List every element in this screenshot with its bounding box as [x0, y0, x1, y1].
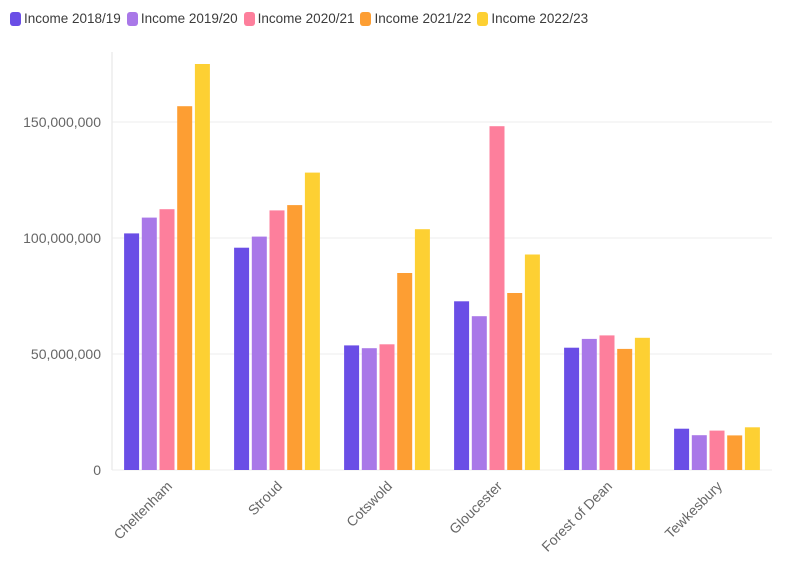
y-axis: 0 50,000,000 100,000,000 150,000,000 [23, 114, 101, 478]
bar-gloucester-income-2018-19[interactable] [454, 301, 470, 470]
legend-swatch [477, 11, 489, 26]
legend-label: Income 2021/22 [374, 11, 472, 26]
legend-swatch [10, 11, 21, 26]
bar-cheltenham-income-2019-20[interactable] [141, 217, 157, 470]
legend-label: Income 2018/19 [24, 11, 121, 26]
legend-label: Income 2022/23 [491, 11, 589, 26]
bar-forest-of-dean-income-2018-19[interactable] [564, 347, 580, 470]
bar-cotswold-income-2019-20[interactable] [361, 348, 377, 470]
bar-cotswold-income-2018-19[interactable] [344, 345, 360, 470]
bar-stroud-income-2022-23[interactable] [304, 172, 320, 470]
y-tick-label: 50,000,000 [31, 346, 101, 362]
chart-legend: Income 2018/19 Income 2019/20 Income 2020/… [10, 11, 594, 26]
bar-gloucester-income-2021-22[interactable] [507, 293, 523, 470]
bar-tewkesbury-income-2018-19[interactable] [674, 428, 690, 470]
bar-forest-of-dean-income-2021-22[interactable] [617, 348, 633, 470]
bar-cheltenham-income-2022-23[interactable] [194, 64, 210, 470]
bar-tewkesbury-income-2019-20[interactable] [691, 435, 707, 470]
bars [124, 64, 760, 470]
y-tick-label: 100,000,000 [23, 230, 101, 246]
bar-stroud-income-2018-19[interactable] [234, 247, 250, 470]
bar-gloucester-income-2020-21[interactable] [489, 126, 505, 470]
bar-stroud-income-2021-22[interactable] [287, 205, 303, 470]
bar-tewkesbury-income-2020-21[interactable] [709, 430, 725, 470]
x-axis: Cheltenham Stroud Cotswold Gloucester Forest… [110, 478, 725, 555]
bar-cotswold-income-2020-21[interactable] [379, 344, 395, 470]
bar-stroud-income-2020-21[interactable] [269, 210, 285, 470]
legend-item-income-2018-19[interactable]: Income 2018/19 [10, 11, 121, 26]
legend-item-income-2021-22[interactable]: Income 2021/22 [360, 11, 471, 26]
legend-label: Income 2020/21 [257, 11, 355, 26]
x-tick-label: Forest of Dean [538, 478, 615, 555]
bar-gloucester-income-2022-23[interactable] [524, 254, 540, 471]
bar-tewkesbury-income-2021-22[interactable] [727, 435, 743, 470]
bar-tewkesbury-income-2022-23[interactable] [744, 427, 760, 470]
bar-cheltenham-income-2018-19[interactable] [124, 233, 140, 470]
legend-item-income-2022-23[interactable]: Income 2022/23 [477, 11, 588, 26]
legend-label: Income 2019/20 [140, 11, 238, 26]
bar-cheltenham-income-2021-22[interactable] [177, 106, 193, 470]
bar-cheltenham-income-2020-21[interactable] [159, 209, 175, 470]
bar-cotswold-income-2022-23[interactable] [414, 229, 430, 470]
x-tick-label: Cotswold [343, 478, 395, 530]
bar-forest-of-dean-income-2019-20[interactable] [581, 338, 597, 470]
legend-swatch [243, 11, 255, 26]
legend-item-income-2020-21[interactable]: Income 2020/21 [243, 11, 355, 26]
x-tick-label: Cheltenham [110, 478, 175, 543]
x-tick-label: Stroud [245, 478, 285, 518]
bar-stroud-income-2019-20[interactable] [251, 236, 267, 470]
y-tick-label: 150,000,000 [23, 114, 101, 130]
gridlines [111, 52, 772, 471]
legend-item-income-2019-20[interactable]: Income 2019/20 [126, 11, 238, 26]
y-tick-label: 0 [93, 462, 101, 478]
legend-swatch [126, 11, 138, 26]
bar-forest-of-dean-income-2022-23[interactable] [634, 337, 650, 470]
bar-gloucester-income-2019-20[interactable] [471, 316, 487, 470]
x-tick-label: Gloucester [446, 478, 505, 537]
bar-cotswold-income-2021-22[interactable] [397, 273, 413, 470]
x-tick-label: Tewkesbury [662, 478, 726, 542]
legend-swatch [360, 11, 372, 26]
bar-forest-of-dean-income-2020-21[interactable] [599, 335, 615, 470]
